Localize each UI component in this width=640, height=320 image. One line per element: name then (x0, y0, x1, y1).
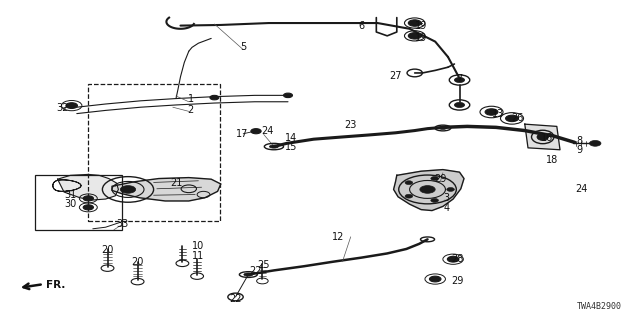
Text: 1: 1 (188, 94, 194, 104)
Text: 10: 10 (192, 241, 205, 252)
Circle shape (429, 276, 441, 282)
Circle shape (120, 186, 136, 193)
Bar (88, 84, 220, 221)
Circle shape (210, 95, 219, 100)
Circle shape (405, 194, 413, 198)
Text: 26: 26 (511, 113, 524, 123)
Text: 22: 22 (250, 266, 262, 276)
Text: 16: 16 (541, 132, 554, 143)
Circle shape (251, 129, 261, 134)
Text: 6: 6 (358, 21, 365, 31)
Text: 33: 33 (116, 219, 129, 229)
Text: 27: 27 (389, 71, 402, 81)
Text: 19: 19 (415, 21, 428, 31)
Ellipse shape (537, 133, 548, 140)
Circle shape (447, 256, 459, 262)
Text: 7: 7 (456, 74, 463, 84)
Circle shape (405, 181, 413, 185)
Circle shape (506, 115, 518, 122)
Circle shape (431, 177, 438, 180)
Circle shape (284, 93, 292, 98)
Text: 11: 11 (192, 251, 205, 261)
Circle shape (83, 196, 93, 201)
Circle shape (447, 188, 454, 191)
Ellipse shape (269, 145, 278, 148)
Text: FR.: FR. (46, 280, 65, 291)
Circle shape (408, 20, 421, 26)
Circle shape (589, 140, 601, 146)
Text: 13: 13 (492, 108, 504, 119)
Circle shape (485, 109, 498, 115)
Text: 32: 32 (56, 103, 69, 113)
Text: 21: 21 (170, 178, 182, 188)
Ellipse shape (244, 273, 253, 276)
Text: 3: 3 (444, 193, 450, 203)
Circle shape (431, 198, 438, 202)
Text: 28: 28 (451, 254, 464, 264)
Text: 8: 8 (576, 136, 582, 146)
Text: 9: 9 (576, 145, 582, 155)
Circle shape (83, 205, 93, 210)
Text: 19: 19 (415, 33, 428, 44)
Polygon shape (112, 178, 221, 201)
Text: 24: 24 (261, 125, 274, 136)
Text: 5: 5 (240, 42, 246, 52)
Text: 14: 14 (285, 132, 298, 143)
Polygon shape (394, 170, 464, 211)
Circle shape (408, 33, 421, 39)
Circle shape (454, 102, 465, 108)
Text: 12: 12 (332, 232, 344, 242)
Text: 23: 23 (344, 120, 357, 131)
Text: 4: 4 (444, 203, 450, 213)
Text: TWA4B2900: TWA4B2900 (577, 302, 622, 311)
Circle shape (66, 103, 77, 108)
Polygon shape (525, 124, 560, 150)
Circle shape (420, 186, 435, 193)
Text: 20: 20 (101, 244, 114, 255)
Text: 22: 22 (229, 294, 242, 304)
Text: 24: 24 (575, 184, 588, 195)
Text: 15: 15 (285, 141, 298, 152)
Text: 18: 18 (545, 155, 558, 165)
Circle shape (454, 77, 465, 83)
Text: 31: 31 (64, 189, 77, 200)
Text: 2: 2 (188, 105, 194, 116)
Text: 25: 25 (257, 260, 270, 270)
Text: 30: 30 (64, 199, 77, 209)
Text: 17: 17 (236, 129, 248, 139)
Polygon shape (58, 174, 118, 200)
Bar (35, 175, 122, 230)
Ellipse shape (439, 126, 447, 129)
Text: 29: 29 (434, 173, 447, 184)
Text: 29: 29 (451, 276, 464, 286)
Text: 20: 20 (131, 257, 144, 268)
